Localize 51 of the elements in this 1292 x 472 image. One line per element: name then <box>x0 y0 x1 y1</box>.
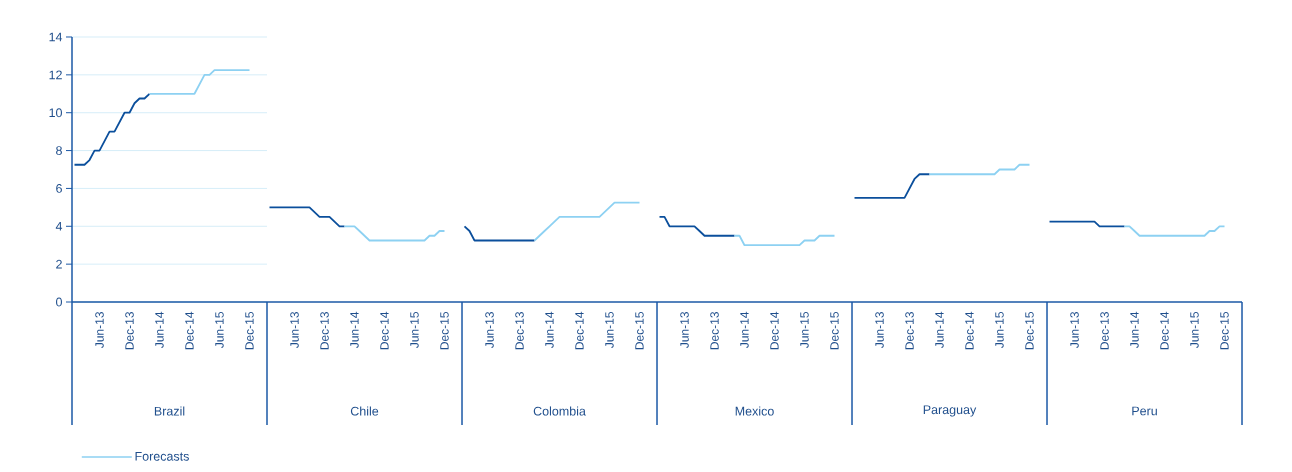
x-tick-label: Dec-15 <box>1220 312 1229 350</box>
y-tick-label: 6 <box>56 184 62 193</box>
x-tick-label: Jun-14 <box>935 311 944 349</box>
x-tick-label: Dec-15 <box>830 312 839 350</box>
x-tick-label: Jun-15 <box>410 312 419 349</box>
x-tick-label: Jun-14 <box>740 311 749 349</box>
x-axis-title: Brazil <box>154 406 185 416</box>
x-tick-label: Jun-14 <box>155 311 164 349</box>
x-tick-label: Dec-14 <box>1160 311 1169 350</box>
x-tick-label: Dec-13 <box>515 312 524 350</box>
x-tick-label: Dec-15 <box>245 312 254 350</box>
x-tick-label: Jun-13 <box>290 312 299 349</box>
x-tick-label: Dec-15 <box>635 312 644 350</box>
x-tick-label: Jun-14 <box>350 311 359 349</box>
x-axis-title: Paraguay <box>923 405 977 417</box>
x-tick-label: Jun-13 <box>680 312 689 349</box>
x-tick-label: Jun-13 <box>875 312 884 349</box>
x-tick-label: Jun-15 <box>1190 312 1199 349</box>
y-tick-label: 14 <box>49 32 63 42</box>
y-tick-label: 0 <box>56 297 62 307</box>
x-tick-label: Dec-15 <box>1025 312 1034 350</box>
x-tick-label: Jun-13 <box>485 312 494 349</box>
x-tick-label: Dec-14 <box>770 311 779 350</box>
x-tick-label: Jun-13 <box>1070 312 1079 349</box>
x-tick-label: Jun-13 <box>95 312 104 349</box>
x-tick-label: Dec-14 <box>380 311 389 350</box>
x-tick-label: Dec-14 <box>965 311 974 350</box>
x-tick-label: Dec-13 <box>1100 312 1109 350</box>
x-tick-label: Jun-15 <box>605 312 614 349</box>
x-tick-label: Dec-13 <box>320 312 329 350</box>
y-tick-label: 8 <box>56 146 62 155</box>
x-tick-label: Jun-14 <box>1130 311 1139 349</box>
x-tick-label: Jun-14 <box>545 311 554 349</box>
x-tick-label: Dec-13 <box>125 312 134 350</box>
x-tick-label: Dec-15 <box>440 312 449 350</box>
x-axis-title: Chile <box>350 406 379 416</box>
x-tick-label: Dec-14 <box>185 311 194 350</box>
legend-label: Forecasts <box>135 451 189 461</box>
x-axis-title: Colombia <box>533 406 586 416</box>
x-tick-label: Jun-15 <box>800 312 809 349</box>
x-tick-label: Jun-15 <box>215 312 224 349</box>
x-tick-label: Dec-13 <box>710 312 719 350</box>
x-axis-title: Mexico <box>735 406 774 416</box>
x-tick-label: Dec-14 <box>575 311 584 350</box>
y-tick-label: 12 <box>49 70 62 80</box>
y-tick-label: 10 <box>49 108 62 118</box>
x-tick-label: Jun-15 <box>995 312 1004 349</box>
x-tick-label: Dec-13 <box>905 312 914 350</box>
x-axis-title: Peru <box>1132 406 1157 416</box>
y-tick-label: 4 <box>55 221 63 231</box>
y-tick-label: 2 <box>56 259 62 269</box>
